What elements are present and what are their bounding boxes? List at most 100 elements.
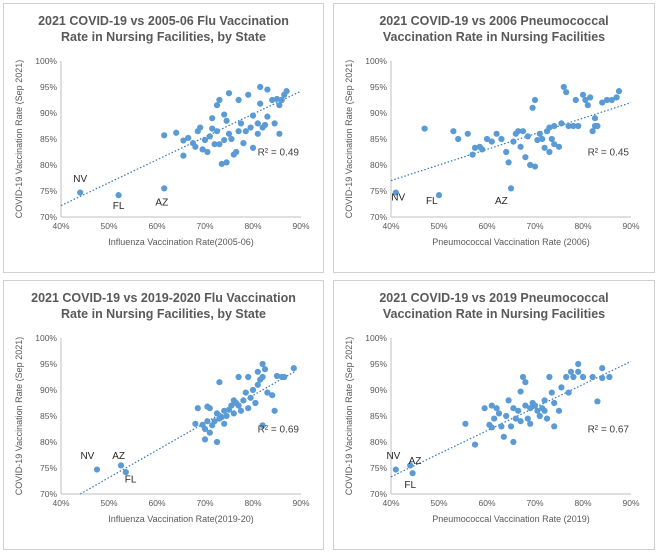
x-tick-label: 50% [430, 221, 447, 231]
data-point [273, 95, 281, 103]
y-tick-label: 70% [40, 489, 57, 499]
state-label: FL [125, 475, 137, 486]
data-point [254, 368, 261, 375]
state-label: FL [404, 480, 416, 491]
state-label: FL [426, 196, 438, 207]
data-point [235, 373, 242, 381]
data-point [259, 422, 266, 429]
y-tick-label: 100% [35, 333, 57, 343]
state-label: AZ [495, 196, 508, 207]
data-point [180, 137, 187, 144]
x-tick-label: 50% [100, 221, 117, 231]
data-point [572, 96, 579, 104]
x-tick-label: 70% [196, 221, 213, 231]
x-tick-label: 60% [478, 221, 495, 231]
data-point [435, 192, 443, 199]
data-point [505, 397, 512, 404]
r-squared-label: R² = 0.45 [588, 148, 630, 159]
data-point [225, 130, 233, 137]
x-tick-label: 40% [382, 221, 399, 231]
r-squared-label: R² = 0.49 [258, 148, 300, 159]
trendline [79, 370, 297, 495]
x-tick-label: 60% [478, 498, 495, 508]
scatter-chart-3: 2021 COVID-19 vs 2019-2020 Flu Vaccinati… [14, 291, 310, 524]
data-point [558, 120, 565, 127]
x-axis-label: Pneumococcal Vaccination Rate (2019) [432, 514, 589, 524]
state-label: NV [73, 174, 87, 185]
data-point [213, 128, 221, 135]
y-axis-label: COVID-19 Vaccination Rate (Sep 2021) [344, 337, 354, 495]
data-point [546, 373, 553, 381]
chart-panel-3: 2021 COVID-19 vs 2019-2020 Flu Vaccinati… [3, 280, 324, 550]
state-label: NV [391, 192, 405, 203]
data-point [548, 135, 555, 143]
data-point [575, 360, 582, 368]
data-point [194, 405, 201, 412]
data-point [565, 389, 572, 396]
data-point [180, 152, 187, 159]
data-point [228, 135, 235, 143]
data-point [455, 135, 462, 143]
data-point [247, 394, 254, 401]
data-point [599, 99, 606, 106]
data-point [223, 412, 230, 420]
data-point [615, 88, 623, 95]
data-point [213, 410, 221, 417]
state-label: NV [386, 451, 400, 462]
data-point [223, 159, 230, 166]
data-point [551, 122, 558, 130]
data-point [276, 130, 283, 137]
chart-panel-2: 2021 COVID-19 vs 2006 Pneumococcal Vaccin… [333, 3, 655, 273]
data-point [498, 135, 505, 143]
data-point [603, 96, 611, 104]
chart-title-line: 2021 COVID-19 vs 2019-2020 Flu Vaccinati… [31, 291, 296, 305]
chart-title-line: Rate in Nursing Facilities, by State [61, 30, 266, 44]
x-tick-label: 50% [430, 498, 447, 508]
data-point [264, 113, 271, 120]
x-tick-label: 90% [292, 221, 309, 231]
data-point [510, 438, 517, 446]
data-point [575, 368, 582, 375]
data-point [185, 134, 192, 142]
data-point [531, 163, 539, 170]
data-point [242, 128, 249, 135]
data-point [507, 423, 515, 430]
x-tick-label: 40% [382, 498, 399, 508]
data-point [235, 96, 242, 104]
data-point [245, 405, 252, 412]
state-label: FL [113, 201, 125, 212]
data-point [594, 122, 601, 130]
data-point [409, 470, 416, 477]
data-point [517, 143, 524, 150]
x-tick-label: 90% [622, 498, 639, 508]
data-point [563, 89, 570, 96]
data-point [221, 420, 228, 427]
data-point [522, 402, 529, 409]
data-point [199, 146, 206, 153]
data-point [534, 136, 541, 144]
x-tick-label: 40% [52, 498, 69, 508]
data-point [197, 124, 204, 131]
data-point [493, 130, 500, 137]
data-point [495, 410, 503, 417]
y-tick-label: 95% [40, 82, 57, 92]
y-tick-label: 90% [370, 108, 387, 118]
chart-title-line: Vaccination Rate in Nursing Facilities [383, 307, 605, 321]
data-point [254, 130, 261, 137]
data-point [503, 148, 510, 156]
data-point [500, 433, 507, 440]
data-point [249, 386, 257, 394]
data-point [469, 151, 476, 158]
x-tick-label: 60% [148, 221, 165, 231]
data-point [527, 161, 534, 169]
data-point [575, 122, 582, 130]
data-point [201, 136, 209, 144]
data-point [218, 413, 225, 421]
data-point [541, 397, 548, 404]
data-point [579, 373, 587, 381]
data-point [254, 120, 261, 127]
data-point [240, 140, 247, 147]
data-point [507, 185, 515, 192]
chart-panel-1: 2021 COVID-19 vs 2005-06 Flu Vaccination… [3, 3, 324, 273]
data-point [392, 189, 399, 196]
